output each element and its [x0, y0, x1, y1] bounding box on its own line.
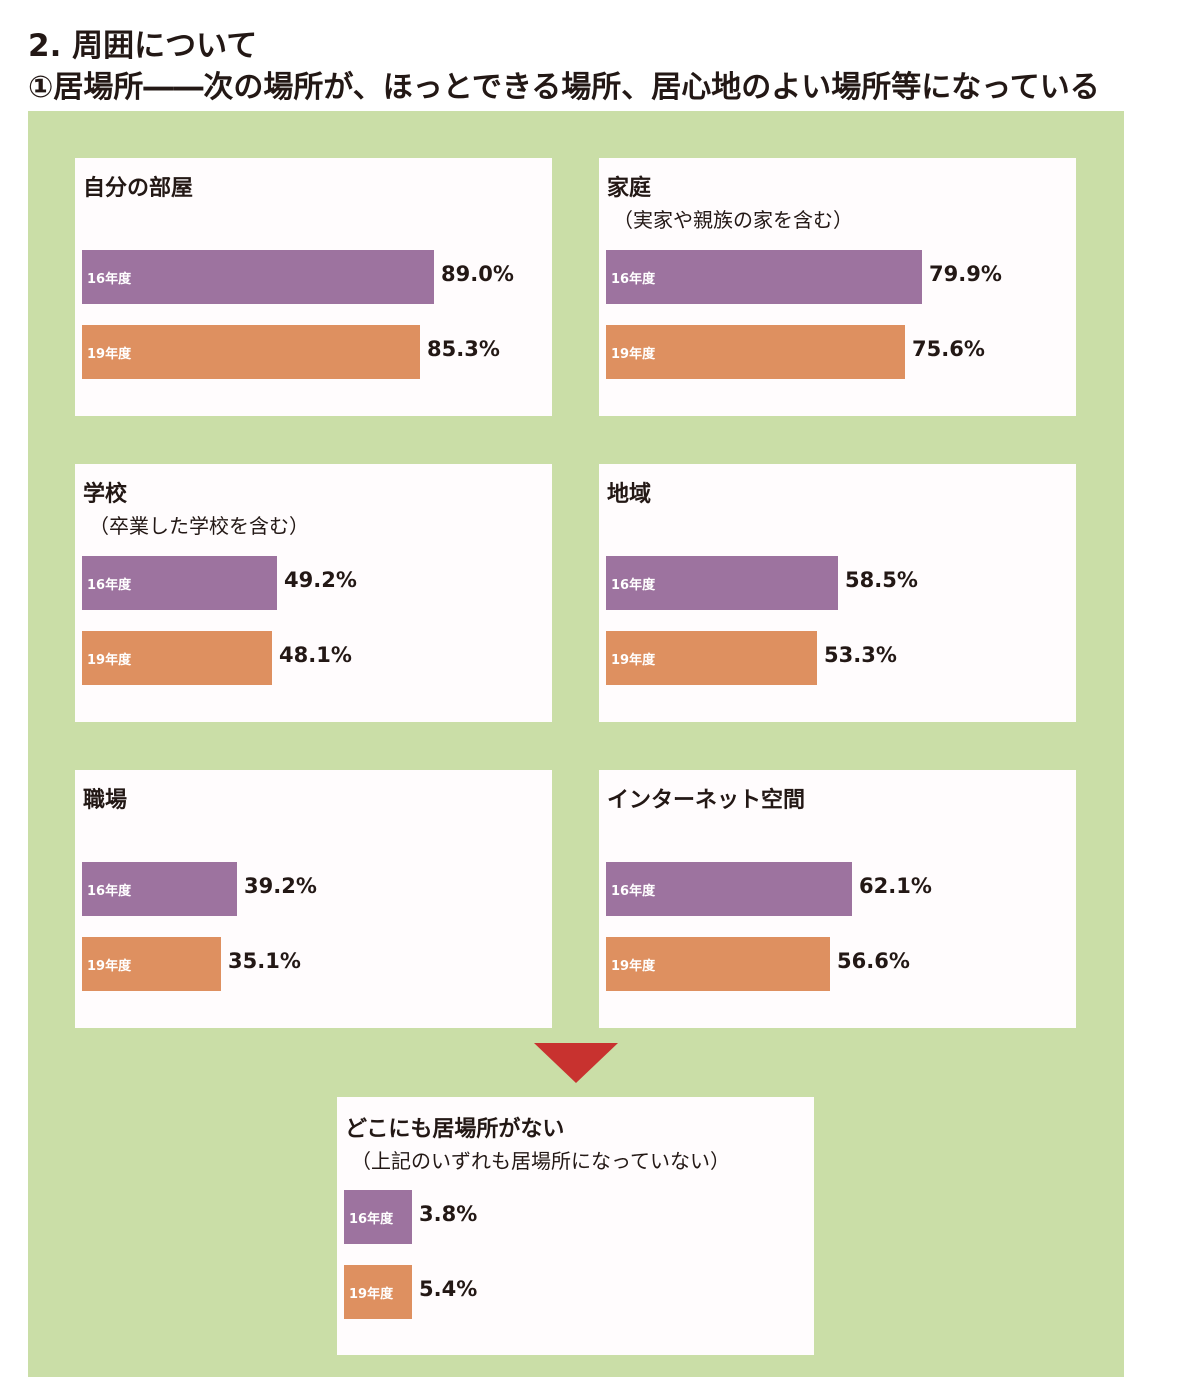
bar-16: 16年度: [606, 556, 838, 610]
series-label: 16年度: [611, 578, 656, 593]
bar-19: 19年度: [606, 937, 830, 991]
card-subtitle: （上記のいずれも居場所になっていない）: [351, 1149, 730, 1173]
bar-19: 19年度: [82, 325, 420, 379]
series-label: 19年度: [349, 1287, 394, 1302]
section-subheading: ①居場所――次の場所が、ほっとできる場所、居心地のよい場所等になっている: [28, 70, 1100, 105]
bar-16: 16年度: [82, 556, 277, 610]
data-label: 62.1%: [859, 874, 932, 898]
card-title: 自分の部屋: [83, 176, 194, 201]
data-label: 56.6%: [837, 949, 910, 973]
data-label: 3.8%: [419, 1202, 478, 1226]
bar-19: 19年度: [606, 631, 817, 685]
bar-19: 19年度: [344, 1265, 412, 1319]
bar-16: 16年度: [82, 862, 237, 916]
bar-16: 16年度: [606, 250, 922, 304]
card-subtitle: （実家や親族の家を含む）: [613, 208, 853, 232]
data-label: 39.2%: [244, 874, 317, 898]
data-label: 75.6%: [912, 337, 985, 361]
data-label: 48.1%: [279, 643, 352, 667]
series-label: 19年度: [87, 653, 132, 668]
data-label: 89.0%: [441, 262, 514, 286]
data-label: 58.5%: [845, 568, 918, 592]
chart-card: インターネット空間 16年度 62.1% 19年度 56.6%: [599, 770, 1076, 1028]
card-title: インターネット空間: [607, 788, 806, 813]
data-label: 5.4%: [419, 1277, 478, 1301]
data-label: 79.9%: [929, 262, 1002, 286]
series-label: 16年度: [611, 272, 656, 287]
series-label: 19年度: [611, 653, 656, 668]
chart-card: 家庭 （実家や親族の家を含む） 16年度 79.9% 19年度 75.6%: [599, 158, 1076, 416]
card-title: 地域: [607, 482, 652, 507]
card-title: 職場: [83, 788, 128, 813]
chart-card: 自分の部屋 16年度 89.0% 19年度 85.3%: [75, 158, 552, 416]
card-title: 家庭: [607, 176, 652, 201]
series-label: 16年度: [87, 272, 132, 287]
card-subtitle: （卒業した学校を含む）: [89, 514, 309, 538]
chart-card: 地域 16年度 58.5% 19年度 53.3%: [599, 464, 1076, 722]
series-label: 16年度: [611, 884, 656, 899]
series-label: 16年度: [87, 578, 132, 593]
data-label: 53.3%: [824, 643, 897, 667]
data-label: 49.2%: [284, 568, 357, 592]
bar-19: 19年度: [606, 325, 905, 379]
data-label: 35.1%: [228, 949, 301, 973]
down-arrow-icon: [534, 1043, 618, 1083]
chart-card: 学校 （卒業した学校を含む） 16年度 49.2% 19年度 48.1%: [75, 464, 552, 722]
section-heading: 2. 周囲について: [28, 28, 258, 64]
series-label: 19年度: [611, 347, 656, 362]
series-label: 19年度: [87, 959, 132, 974]
series-label: 16年度: [349, 1212, 394, 1227]
series-label: 19年度: [87, 347, 132, 362]
card-title: どこにも居場所がない: [345, 1117, 565, 1142]
card-title: 学校: [83, 482, 128, 507]
series-label: 16年度: [87, 884, 132, 899]
bar-16: 16年度: [344, 1190, 412, 1244]
chart-card: どこにも居場所がない （上記のいずれも居場所になっていない） 16年度 3.8% 19年…: [337, 1097, 814, 1355]
bar-19: 19年度: [82, 631, 272, 685]
series-label: 19年度: [611, 959, 656, 974]
bar-16: 16年度: [82, 250, 434, 304]
bar-16: 16年度: [606, 862, 852, 916]
bar-19: 19年度: [82, 937, 221, 991]
data-label: 85.3%: [427, 337, 500, 361]
chart-card: 職場 16年度 39.2% 19年度 35.1%: [75, 770, 552, 1028]
